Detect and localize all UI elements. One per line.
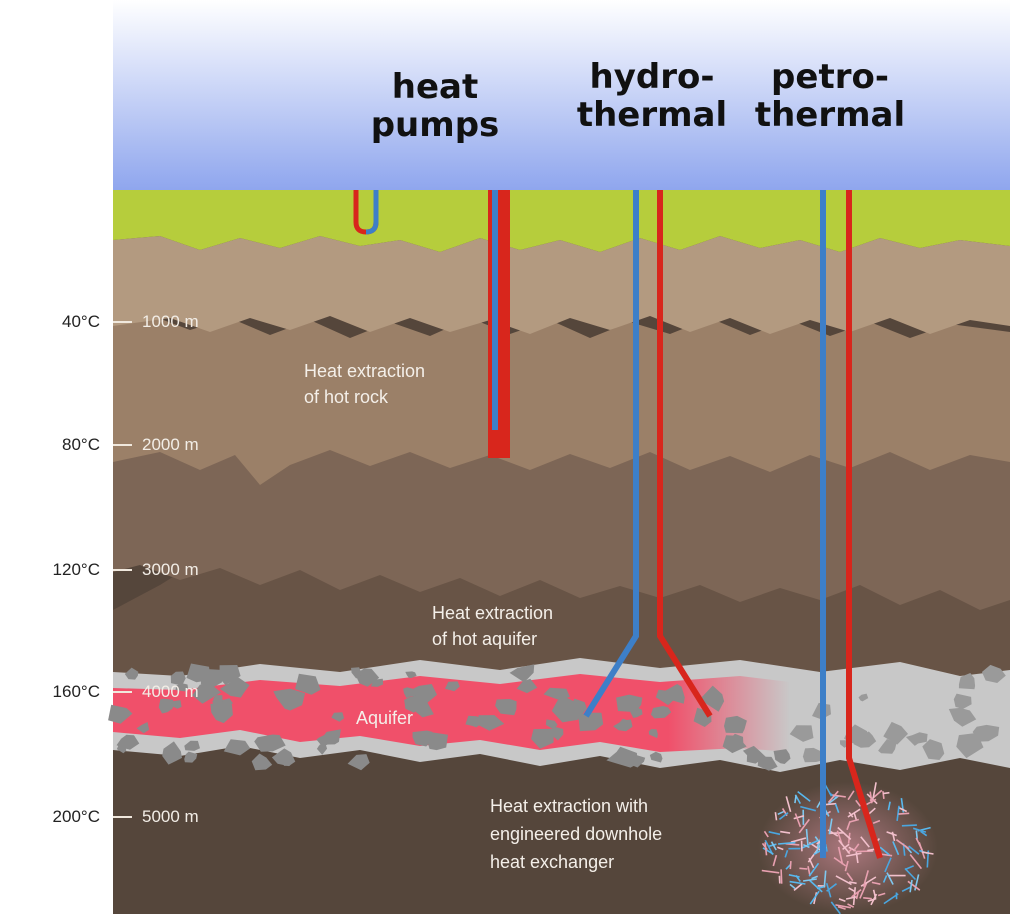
- note-hot-rock: Heat extraction of hot rock: [304, 358, 425, 410]
- fracture-crack: [916, 831, 917, 839]
- depth-label-4000: 4000 m: [142, 682, 199, 702]
- note-aquifer: Aquifer: [356, 705, 413, 731]
- fracture-crack: [883, 793, 889, 794]
- depth-label-1000: 1000 m: [142, 312, 199, 332]
- fracture-crack: [799, 868, 807, 869]
- header-petrothermal: petro- thermal: [740, 58, 920, 134]
- hot-rock-probe-cold: [492, 190, 498, 430]
- fracture-crack: [898, 813, 909, 814]
- temp-label-40: 40°C: [0, 312, 100, 332]
- fracture-crack: [863, 898, 872, 899]
- depth-label-2000: 2000 m: [142, 435, 199, 455]
- temp-label-200: 200°C: [0, 807, 100, 827]
- fracture-crack: [902, 825, 917, 826]
- fracture-crack: [790, 861, 791, 869]
- temp-label-160: 160°C: [0, 682, 100, 702]
- note-hot-aquifer: Heat extraction of hot aquifer: [432, 600, 553, 652]
- gravel-stone: [427, 732, 448, 750]
- fracture-crack: [883, 791, 884, 799]
- temp-label-80: 80°C: [0, 435, 100, 455]
- depth-label-3000: 3000 m: [142, 560, 199, 580]
- depth-label-5000: 5000 m: [142, 807, 199, 827]
- temp-label-120: 120°C: [0, 560, 100, 580]
- header-hydrothermal: hydro- thermal: [572, 58, 732, 134]
- fracture-crack: [830, 833, 844, 834]
- header-heat-pumps: heat pumps: [360, 68, 510, 144]
- fracture-crack: [781, 869, 782, 883]
- note-engineered: Heat extraction with engineered downhole…: [490, 792, 662, 876]
- fracture-crack: [775, 812, 776, 820]
- hot-rock-probe: [488, 190, 510, 458]
